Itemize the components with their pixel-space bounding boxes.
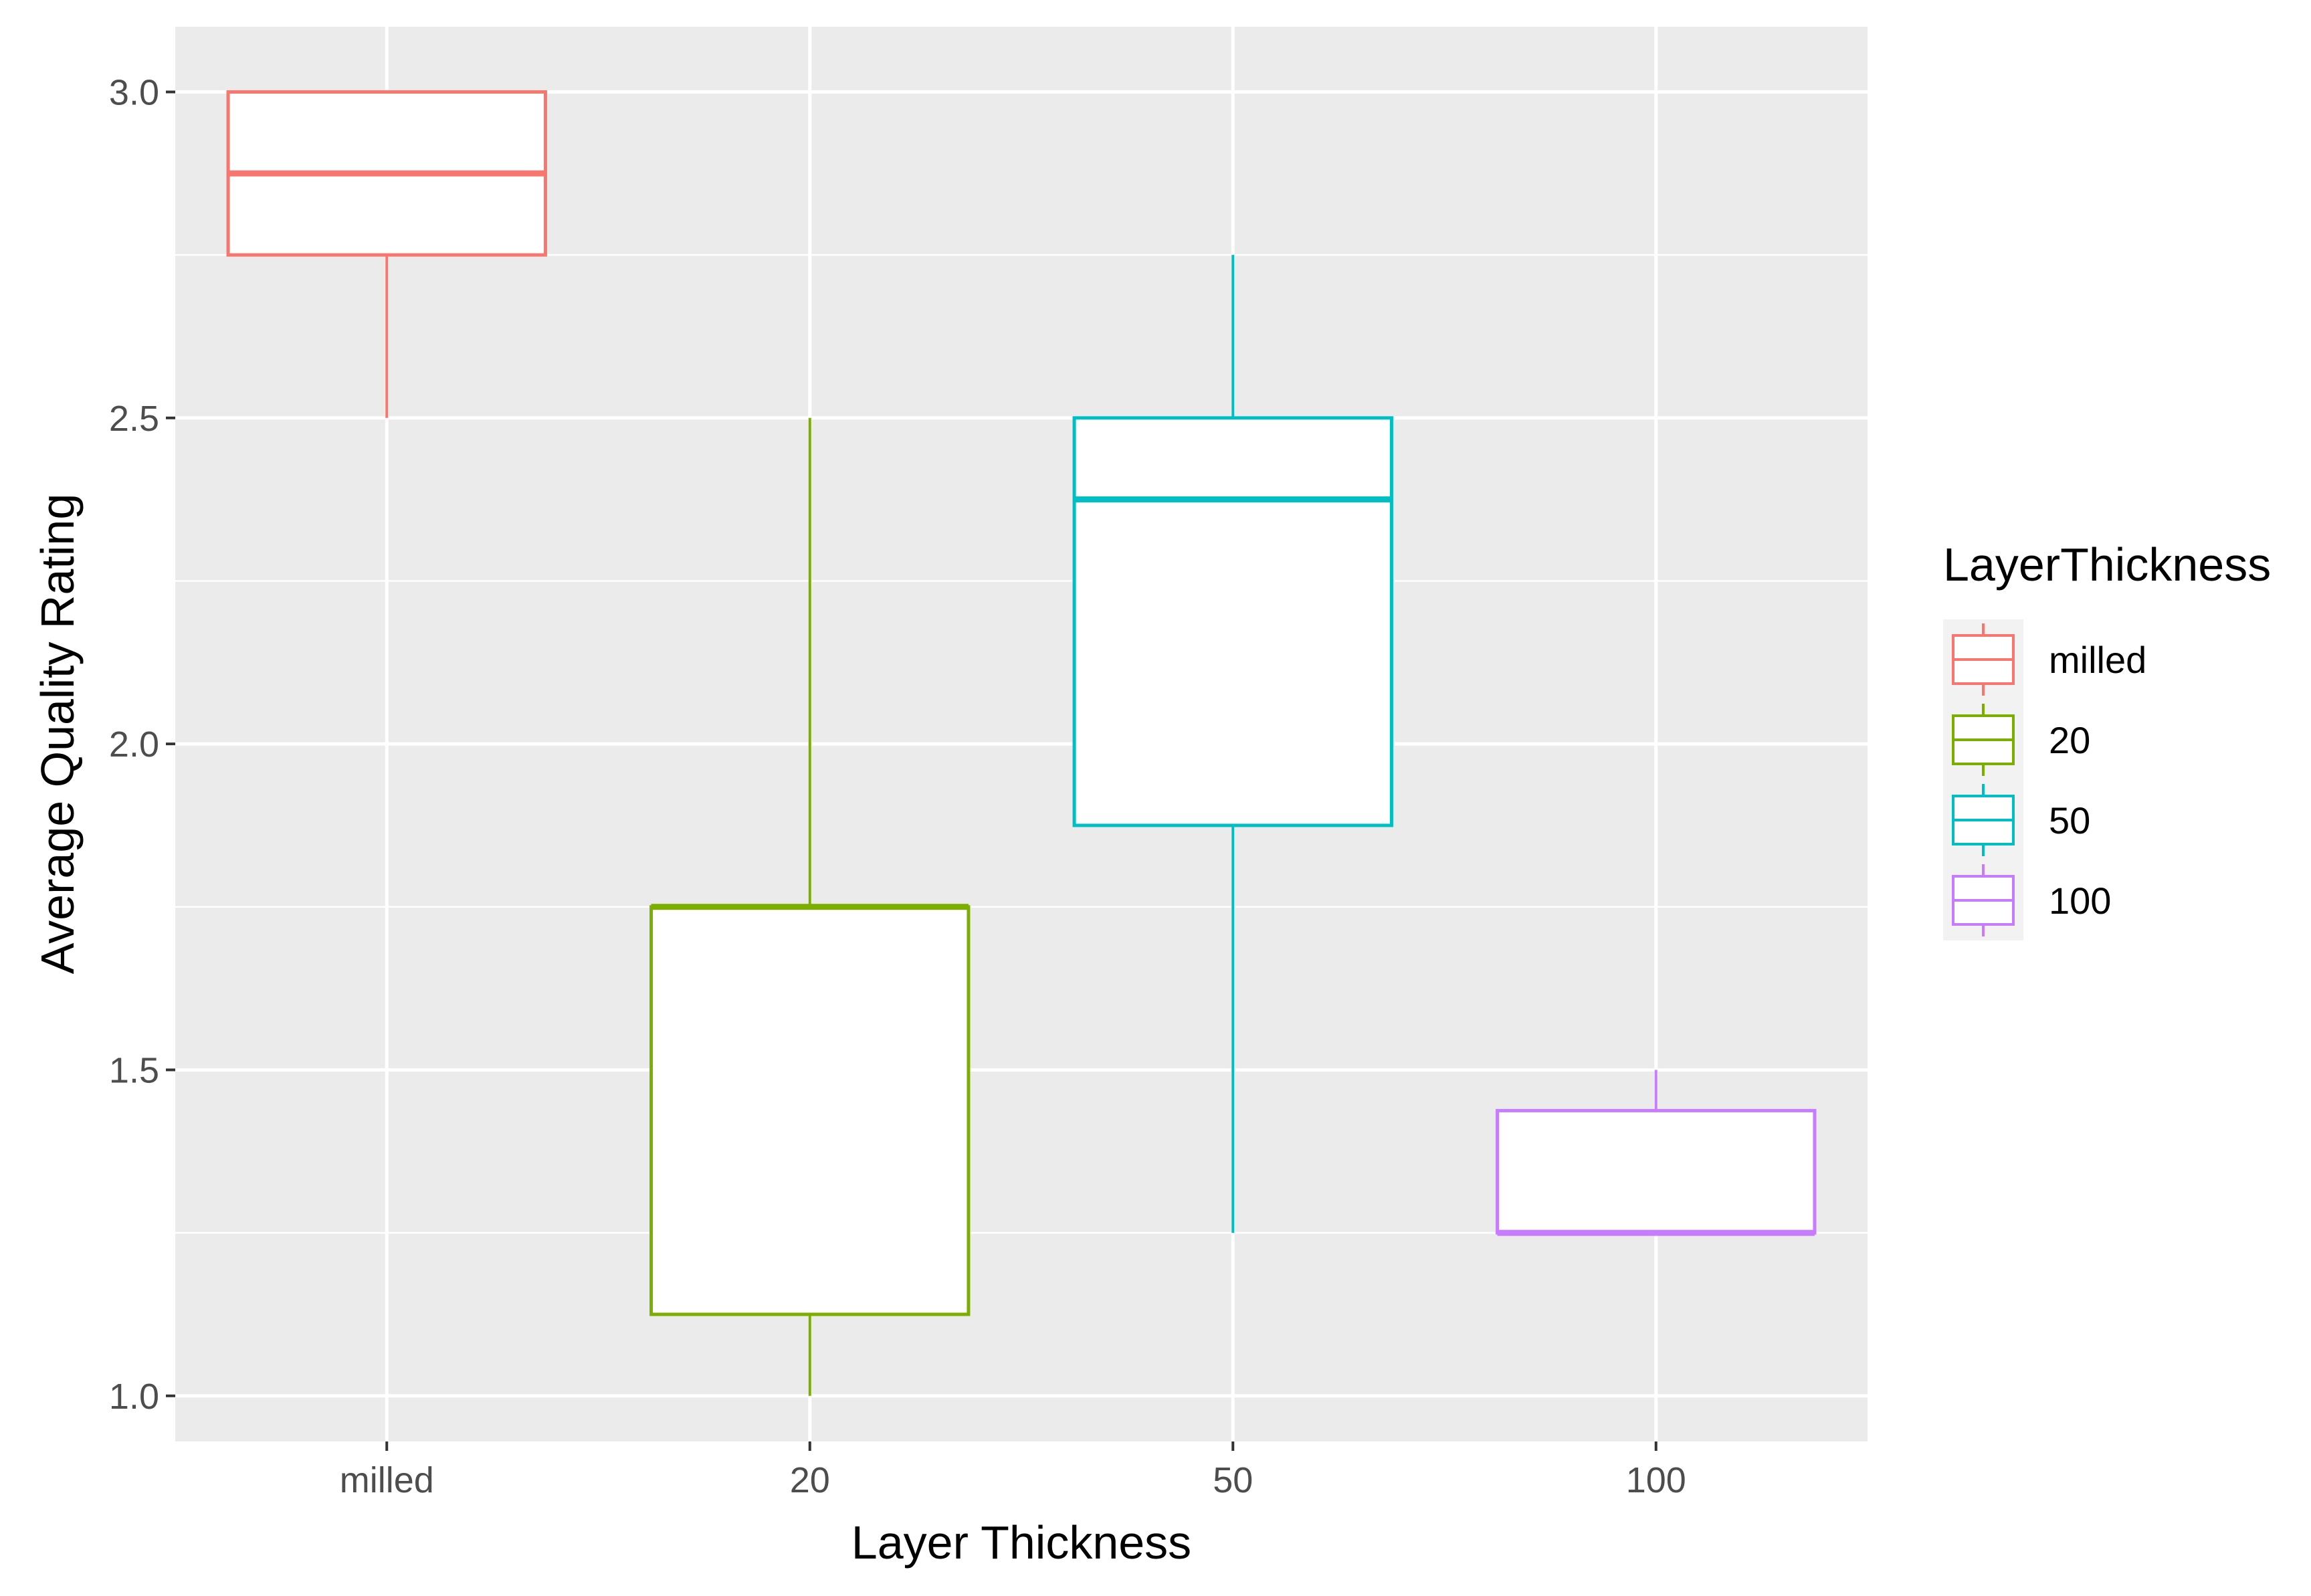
legend: LayerThickness milled 20 50 100: [1943, 538, 2271, 940]
y-axis: 1.0 1.5 2.0 2.5 3.0: [109, 72, 175, 1417]
y-tick-label: 3.0: [109, 72, 159, 112]
y-tick-label: 2.0: [109, 724, 159, 765]
legend-item-20: 20: [1943, 700, 2090, 780]
y-axis-title: Average Quality Rating: [31, 494, 84, 975]
box-iqr: [1496, 1108, 1817, 1235]
legend-label: 100: [2049, 880, 2111, 922]
y-tick-label: 2.5: [109, 399, 159, 439]
legend-title: LayerThickness: [1943, 538, 2271, 591]
box-iqr: [1072, 416, 1393, 827]
x-tick-label: 100: [1626, 1460, 1686, 1500]
legend-item-100: 100: [1943, 860, 2111, 940]
box-milled: [226, 90, 547, 418]
y-tick-label: 1.0: [109, 1377, 159, 1417]
box-20: [649, 417, 971, 1396]
legend-label: 20: [2049, 719, 2090, 761]
x-axis-title: Layer Thickness: [851, 1516, 1191, 1569]
legend-item-milled: milled: [1943, 619, 2146, 700]
box-50: [1072, 255, 1393, 1233]
x-axis: milled 20 50 100: [340, 1441, 1686, 1500]
legend-label: 50: [2049, 799, 2090, 841]
legend-item-50: 50: [1943, 780, 2090, 860]
x-tick-label: 20: [790, 1460, 830, 1500]
x-tick-label: 50: [1213, 1460, 1253, 1500]
legend-label: milled: [2049, 639, 2146, 681]
x-tick-label: milled: [340, 1460, 434, 1500]
box-iqr: [649, 905, 971, 1316]
y-tick-label: 1.5: [109, 1050, 159, 1090]
boxes: [226, 90, 1817, 1396]
box-100: [1496, 1070, 1817, 1236]
